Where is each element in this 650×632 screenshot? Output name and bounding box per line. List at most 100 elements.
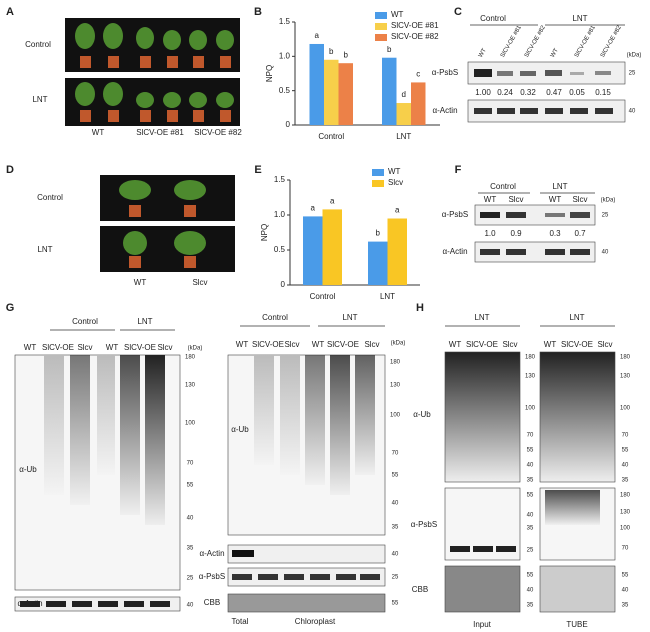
label: α-Actin <box>199 549 224 558</box>
label: 0.32 <box>520 88 536 97</box>
label: LNT <box>342 313 357 322</box>
label: Slcv <box>192 278 207 287</box>
label: WT <box>478 47 488 58</box>
label: LNT <box>474 313 489 322</box>
y-tick-label: 1.0 <box>279 51 291 60</box>
label: Control <box>262 313 288 322</box>
bar <box>382 57 397 125</box>
panel-label: F <box>455 164 462 176</box>
label: 130 <box>620 374 631 380</box>
label: WT <box>449 340 462 349</box>
label: LNT <box>569 313 584 322</box>
label: SlCV-OE #81 <box>574 24 597 58</box>
significance-letter: b <box>329 47 334 56</box>
label: 55 <box>527 448 534 454</box>
y-axis-label: NPQ <box>265 65 274 82</box>
label: CBB <box>412 585 428 594</box>
label: 130 <box>620 510 631 516</box>
y-tick-label: 0.5 <box>274 245 286 254</box>
label: 55 <box>527 573 534 579</box>
bar <box>396 103 411 125</box>
label: WT <box>549 195 562 204</box>
significance-letter: c <box>416 70 420 79</box>
legend-swatch <box>375 34 387 41</box>
label: 35 <box>622 478 629 484</box>
label: 180 <box>620 355 631 361</box>
label: WT <box>92 128 105 137</box>
label: 130 <box>390 383 401 389</box>
bar <box>309 43 324 126</box>
bar <box>338 63 353 125</box>
label: Control <box>490 182 516 191</box>
label: 100 <box>185 421 196 427</box>
label: LNT <box>552 182 567 191</box>
legend-swatch <box>375 23 387 30</box>
label: LNT <box>572 14 587 23</box>
label: Control <box>480 14 506 23</box>
label: 55 <box>622 573 629 579</box>
label: Slcv <box>502 340 517 349</box>
label: LNT <box>37 245 52 254</box>
label: 180 <box>620 493 631 499</box>
label: 40 <box>527 588 534 594</box>
label: LNT <box>32 95 47 104</box>
label: α-Ub <box>231 425 249 434</box>
label: 40 <box>392 501 399 507</box>
label: 180 <box>185 355 196 361</box>
significance-letter: a <box>330 197 335 206</box>
label: Control <box>25 40 51 49</box>
label: (kDa) <box>627 53 642 59</box>
label: 25 <box>392 575 399 581</box>
label: WT <box>134 278 147 287</box>
photo <box>100 226 235 272</box>
bar <box>322 209 342 285</box>
label: 25 <box>187 576 194 582</box>
label: 70 <box>527 433 534 439</box>
y-tick-label: 0.5 <box>279 86 291 95</box>
label: 100 <box>525 406 536 412</box>
legend-label: WT <box>388 167 401 176</box>
plants <box>75 23 234 108</box>
label: Input <box>473 620 492 629</box>
label: α-Actin <box>17 599 42 608</box>
label: WT <box>236 340 249 349</box>
label: WT <box>484 195 497 204</box>
label: α-Actin <box>432 106 457 115</box>
label: SlCV-OE <box>124 343 156 352</box>
label: Slcv <box>284 340 299 349</box>
label: α-Ub <box>19 465 37 474</box>
x-tick-label: LNT <box>380 292 395 301</box>
label: α-PsbS <box>199 572 225 581</box>
legend-label: WT <box>391 10 404 19</box>
label: Slcv <box>364 340 379 349</box>
x-tick-label: Control <box>310 292 336 301</box>
bar <box>324 59 339 126</box>
label: 55 <box>392 473 399 479</box>
y-tick-label: 0 <box>281 280 286 289</box>
label: 70 <box>392 451 399 457</box>
label: 40 <box>622 588 629 594</box>
label: SlCV-OE <box>561 340 593 349</box>
panel-label: A <box>6 6 14 18</box>
bar <box>411 82 426 125</box>
y-axis-label: NPQ <box>260 224 269 241</box>
legend-swatch <box>372 169 384 176</box>
significance-letter: b <box>387 45 392 54</box>
label: WT <box>106 343 119 352</box>
label: Slcv <box>572 195 587 204</box>
label: 180 <box>390 360 401 366</box>
label: α-PsbS <box>411 520 437 529</box>
label: 55 <box>622 448 629 454</box>
bar <box>368 241 388 285</box>
photo <box>100 175 235 221</box>
label: 0.7 <box>574 229 586 238</box>
significance-letter: d <box>402 90 406 99</box>
label: 25 <box>527 548 534 554</box>
significance-letter: a <box>395 206 400 215</box>
label: 40 <box>187 603 194 609</box>
panel-label: H <box>416 302 424 314</box>
label: (kDa) <box>601 198 616 204</box>
y-tick-label: 1.5 <box>279 17 291 26</box>
label: 55 <box>392 601 399 607</box>
